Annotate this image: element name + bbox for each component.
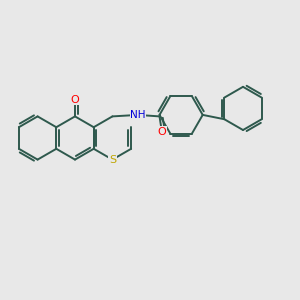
Text: O: O bbox=[70, 95, 80, 105]
Text: O: O bbox=[158, 127, 166, 137]
Text: NH: NH bbox=[130, 110, 146, 120]
Text: S: S bbox=[109, 154, 116, 165]
